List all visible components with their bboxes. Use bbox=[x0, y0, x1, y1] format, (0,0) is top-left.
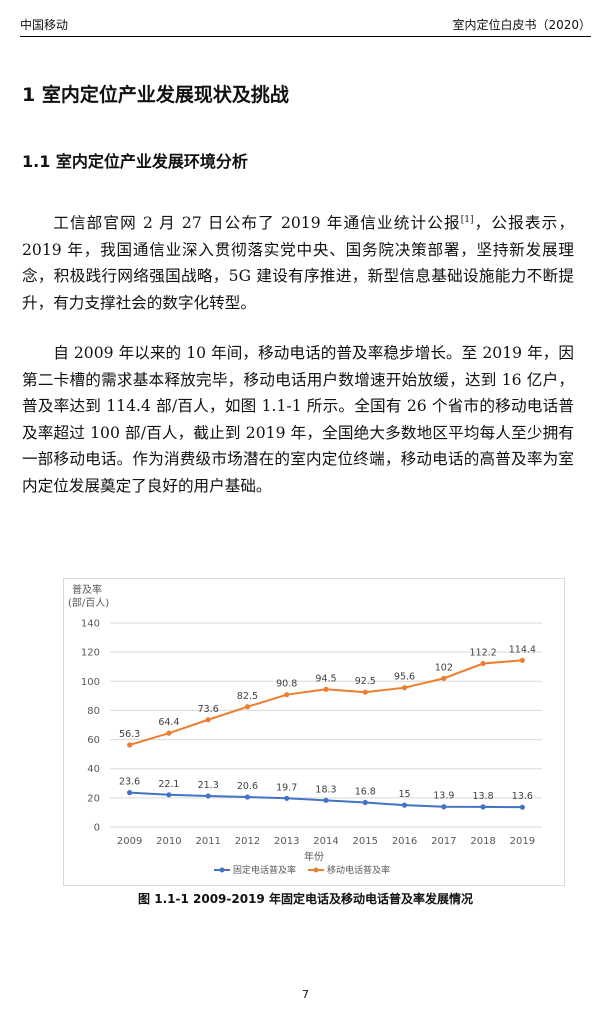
legend-marker-fixed bbox=[219, 867, 225, 873]
data-point bbox=[401, 802, 408, 808]
data-label: 64.4 bbox=[158, 717, 179, 728]
data-label: 95.6 bbox=[394, 672, 415, 683]
x-tick-label: 2017 bbox=[431, 836, 456, 847]
data-label: 23.6 bbox=[119, 777, 140, 788]
y-axis-label-line1: 普及率 bbox=[72, 583, 102, 596]
data-point bbox=[127, 790, 133, 796]
data-label: 92.5 bbox=[355, 676, 376, 687]
data-label: 13.6 bbox=[512, 791, 533, 802]
data-point bbox=[284, 795, 290, 801]
data-point bbox=[205, 793, 211, 799]
x-tick-label: 2009 bbox=[117, 836, 142, 847]
legend-label-mobile: 移动电话普及率 bbox=[327, 864, 390, 876]
data-point bbox=[166, 730, 172, 736]
data-label: 73.6 bbox=[198, 704, 219, 715]
page-number: 7 bbox=[302, 988, 309, 1001]
data-point bbox=[323, 686, 329, 692]
y-tick-label: 100 bbox=[81, 677, 100, 688]
y-tick-label: 20 bbox=[87, 793, 100, 804]
x-tick-label: 2019 bbox=[510, 836, 535, 847]
section-heading: 1.1 室内定位产业发展环境分析 bbox=[22, 152, 248, 171]
data-label: 22.1 bbox=[158, 779, 179, 790]
data-point bbox=[441, 804, 447, 810]
legend-label-fixed: 固定电话普及率 bbox=[233, 864, 296, 876]
data-label: 21.3 bbox=[198, 780, 219, 791]
data-label: 13.8 bbox=[473, 791, 494, 802]
data-point bbox=[362, 799, 368, 806]
legend-marker-mobile bbox=[313, 867, 319, 873]
reference-marker[interactable]: [1] bbox=[460, 215, 474, 225]
data-label: 19.7 bbox=[276, 782, 297, 793]
data-point bbox=[127, 742, 133, 748]
x-tick-label: 2016 bbox=[392, 836, 417, 847]
y-axis-label-line2: (部/百人) bbox=[68, 596, 109, 609]
chart-svg: 普及率 (部/百人) 0 20 40 60 80 100 120 140 2009 2010 201… bbox=[68, 583, 542, 876]
data-label: 18.3 bbox=[315, 784, 336, 795]
data-point bbox=[362, 689, 368, 695]
data-label: 112.2 bbox=[469, 648, 496, 659]
data-point bbox=[401, 685, 408, 691]
header-right-text: 室内定位白皮书（2020） bbox=[452, 18, 591, 32]
paragraph-1: 工信部官网 2 月 27 日公布了 2019 年通信业统计公报[1]，公报表示，… bbox=[22, 207, 574, 316]
x-tick-label: 2015 bbox=[353, 836, 378, 847]
data-label: 15 bbox=[398, 789, 410, 800]
data-label: 90.8 bbox=[276, 679, 297, 690]
data-label: 16.8 bbox=[355, 787, 376, 798]
y-tick-label: 80 bbox=[87, 706, 100, 717]
data-label: 20.6 bbox=[237, 781, 258, 792]
data-point bbox=[205, 717, 211, 723]
x-tick-label: 2010 bbox=[156, 836, 181, 847]
y-tick-label: 140 bbox=[81, 619, 100, 630]
page-header: 中国移动 室内定位白皮书（2020） bbox=[20, 12, 591, 37]
y-tick-label: 0 bbox=[94, 823, 100, 834]
data-point bbox=[244, 704, 251, 710]
chapter-heading: 1 室内定位产业发展现状及挑战 bbox=[22, 84, 289, 106]
y-tick-label: 120 bbox=[81, 648, 100, 659]
x-tick-label: 2011 bbox=[195, 836, 220, 847]
data-label: 102 bbox=[435, 662, 453, 673]
x-tick-label: 2012 bbox=[235, 836, 260, 847]
x-tick-label: 2018 bbox=[470, 836, 495, 847]
paragraph-2: 自 2009 年以来的 10 年间，移动电话的普及率稳步增长。至 2019 年，… bbox=[22, 344, 574, 495]
data-point bbox=[480, 660, 486, 667]
data-point bbox=[519, 804, 525, 810]
paragraph-1-text-a: 工信部官网 2 月 27 日公布了 2019 年通信业统计公报 bbox=[53, 214, 461, 233]
y-tick-label: 40 bbox=[87, 764, 100, 775]
y-tick-label: 60 bbox=[87, 735, 100, 746]
figure-caption: 图 1.1-1 2009-2019 年固定电话及移动电话普及率发展情况 bbox=[138, 892, 473, 906]
data-point bbox=[284, 692, 290, 698]
x-tick-label: 2013 bbox=[274, 836, 299, 847]
data-point bbox=[323, 797, 329, 803]
data-point bbox=[244, 794, 251, 800]
data-point bbox=[166, 792, 172, 798]
data-point bbox=[519, 657, 525, 663]
header-left-text: 中国移动 bbox=[20, 18, 69, 32]
penetration-chart: 普及率 (部/百人) 0 20 40 60 80 100 120 140 2009 2010 201… bbox=[63, 578, 565, 886]
paragraph-1-text-b: ，公报表示，2019 年，我国通信业深入贯彻落实党中央、国务院决策部署，坚持新发… bbox=[22, 214, 574, 312]
data-point bbox=[480, 804, 486, 810]
data-label: 94.5 bbox=[315, 673, 336, 684]
data-label: 13.9 bbox=[433, 791, 454, 802]
x-tick-label: 2014 bbox=[313, 836, 338, 847]
data-label: 114.4 bbox=[509, 644, 536, 655]
x-axis-label: 年份 bbox=[304, 850, 324, 863]
data-label: 56.3 bbox=[119, 729, 140, 740]
legend: 固定电话普及率 移动电话普及率 bbox=[214, 864, 390, 876]
data-point bbox=[441, 675, 447, 681]
data-label: 82.5 bbox=[237, 691, 258, 702]
